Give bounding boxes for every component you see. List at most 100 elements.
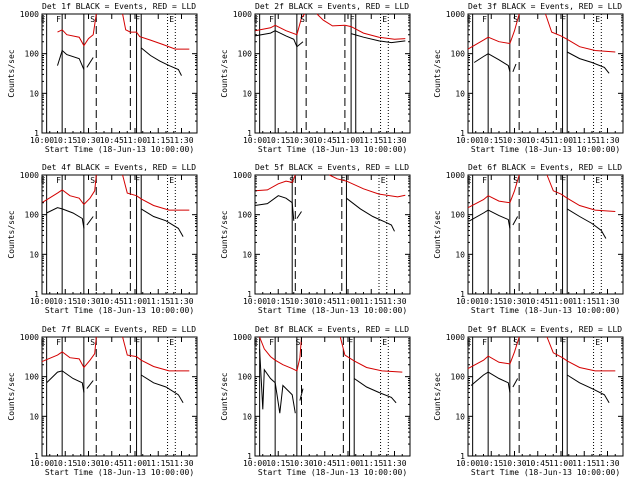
event-label: E (169, 15, 174, 24)
x-tick-label: 10:15 (266, 297, 290, 306)
x-tick-label: 10:45 (313, 459, 337, 468)
event-label: F (482, 176, 487, 185)
x-tick-label: 11:30 (169, 136, 193, 145)
x-tick-label: 10:45 (526, 136, 550, 145)
x-axis-label: Start Time (18-Jun-13 10:00:00) (258, 306, 407, 315)
y-tick-label: 1000 (446, 171, 465, 180)
x-tick-label: 10:45 (313, 297, 337, 306)
series-black-events (296, 211, 302, 219)
series-red-lld (122, 174, 190, 211)
x-tick-label: 11:15 (359, 136, 383, 145)
y-tick-label: 1000 (20, 171, 39, 180)
y-tick-label: 1 (34, 452, 39, 461)
y-axis-label: Counts/sec (220, 210, 229, 258)
series-black-events (140, 47, 182, 76)
x-tick-label: 11:30 (595, 459, 619, 468)
plot-frame (254, 336, 411, 457)
event-label: E (467, 15, 472, 24)
y-tick-label: 1 (34, 129, 39, 138)
y-tick-label: 1 (460, 129, 465, 138)
event-label: F (348, 338, 353, 347)
event-label: E (595, 15, 600, 24)
chart-title: Det 7f BLACK = Events, RED = LLD (42, 325, 196, 334)
x-tick-label: 10:45 (100, 297, 124, 306)
series-black-events (469, 209, 511, 229)
y-tick-label: 1 (247, 290, 252, 299)
y-tick-label: 100 (238, 50, 253, 59)
y-tick-label: 10 (455, 412, 465, 421)
x-tick-label: 11:15 (146, 459, 170, 468)
x-tick-label: 11:15 (146, 136, 170, 145)
series-red-lld (467, 13, 520, 50)
series-red-lld (122, 336, 190, 372)
x-tick-label: 10:45 (526, 297, 550, 306)
x-tick-label: 11:30 (595, 136, 619, 145)
event-label: F (561, 338, 566, 347)
y-tick-label: 1000 (446, 333, 465, 342)
event-label: S (90, 338, 95, 347)
x-tick-label: 11:30 (382, 136, 406, 145)
event-label: E (41, 176, 46, 185)
y-tick-label: 10 (242, 250, 252, 259)
x-axis-label: Start Time (18-Jun-13 10:00:00) (258, 468, 407, 477)
event-label: S (513, 15, 518, 24)
x-tick-label: 10:30 (502, 297, 526, 306)
event-label: E (467, 338, 472, 347)
x-tick-label: 10:15 (53, 297, 77, 306)
x-tick-label: 10:30 (289, 459, 313, 468)
y-tick-label: 1000 (233, 333, 252, 342)
event-label: E (595, 338, 600, 347)
x-axis-label: Start Time (18-Jun-13 10:00:00) (45, 306, 194, 315)
series-red-lld (41, 174, 97, 206)
x-tick-label: 11:15 (572, 136, 596, 145)
series-black-events (566, 374, 610, 404)
event-label: S (289, 176, 294, 185)
x-tick-label: 11:30 (169, 459, 193, 468)
series-black-events (566, 208, 607, 239)
series-red-lld (316, 13, 406, 40)
x-tick-label: 10:45 (526, 459, 550, 468)
y-axis-label: Counts/sec (220, 49, 229, 97)
event-label: E (381, 176, 386, 185)
y-tick-label: 10 (455, 250, 465, 259)
y-tick-label: 10 (29, 250, 39, 259)
x-tick-label: 10:15 (53, 136, 77, 145)
event-label: F (482, 15, 487, 24)
x-tick-label: 10:00 (456, 459, 480, 468)
event-label: F (561, 15, 566, 24)
x-tick-label: 10:30 (76, 136, 100, 145)
x-tick-label: 10:45 (313, 136, 337, 145)
plot-frame (41, 336, 198, 457)
event-label: S (300, 15, 305, 24)
series-black-events (473, 53, 511, 72)
chart-title: Det 4f BLACK = Events, RED = LLD (42, 163, 196, 172)
y-tick-label: 1 (34, 290, 39, 299)
x-tick-label: 11:00 (123, 297, 147, 306)
series-black-events (512, 63, 517, 72)
series-red-lld (467, 336, 520, 370)
event-label: F (135, 15, 140, 24)
x-tick-label: 11:00 (549, 136, 573, 145)
x-tick-label: 10:30 (76, 459, 100, 468)
event-label: S (296, 338, 301, 347)
y-axis-label: Counts/sec (7, 49, 16, 97)
x-axis-label: Start Time (18-Jun-13 10:00:00) (471, 145, 620, 154)
x-tick-label: 10:45 (100, 459, 124, 468)
x-tick-label: 10:15 (479, 136, 503, 145)
x-tick-label: 11:15 (572, 459, 596, 468)
event-label: E (169, 176, 174, 185)
event-label: S (513, 176, 518, 185)
series-black-events (512, 216, 519, 226)
y-tick-label: 100 (451, 50, 466, 59)
chart-title: Det 2f BLACK = Events, RED = LLD (255, 2, 409, 11)
series-black-events (254, 30, 304, 48)
plot-frame (41, 13, 198, 134)
y-axis-label: Counts/sec (7, 372, 16, 420)
series-red-lld (254, 174, 296, 192)
